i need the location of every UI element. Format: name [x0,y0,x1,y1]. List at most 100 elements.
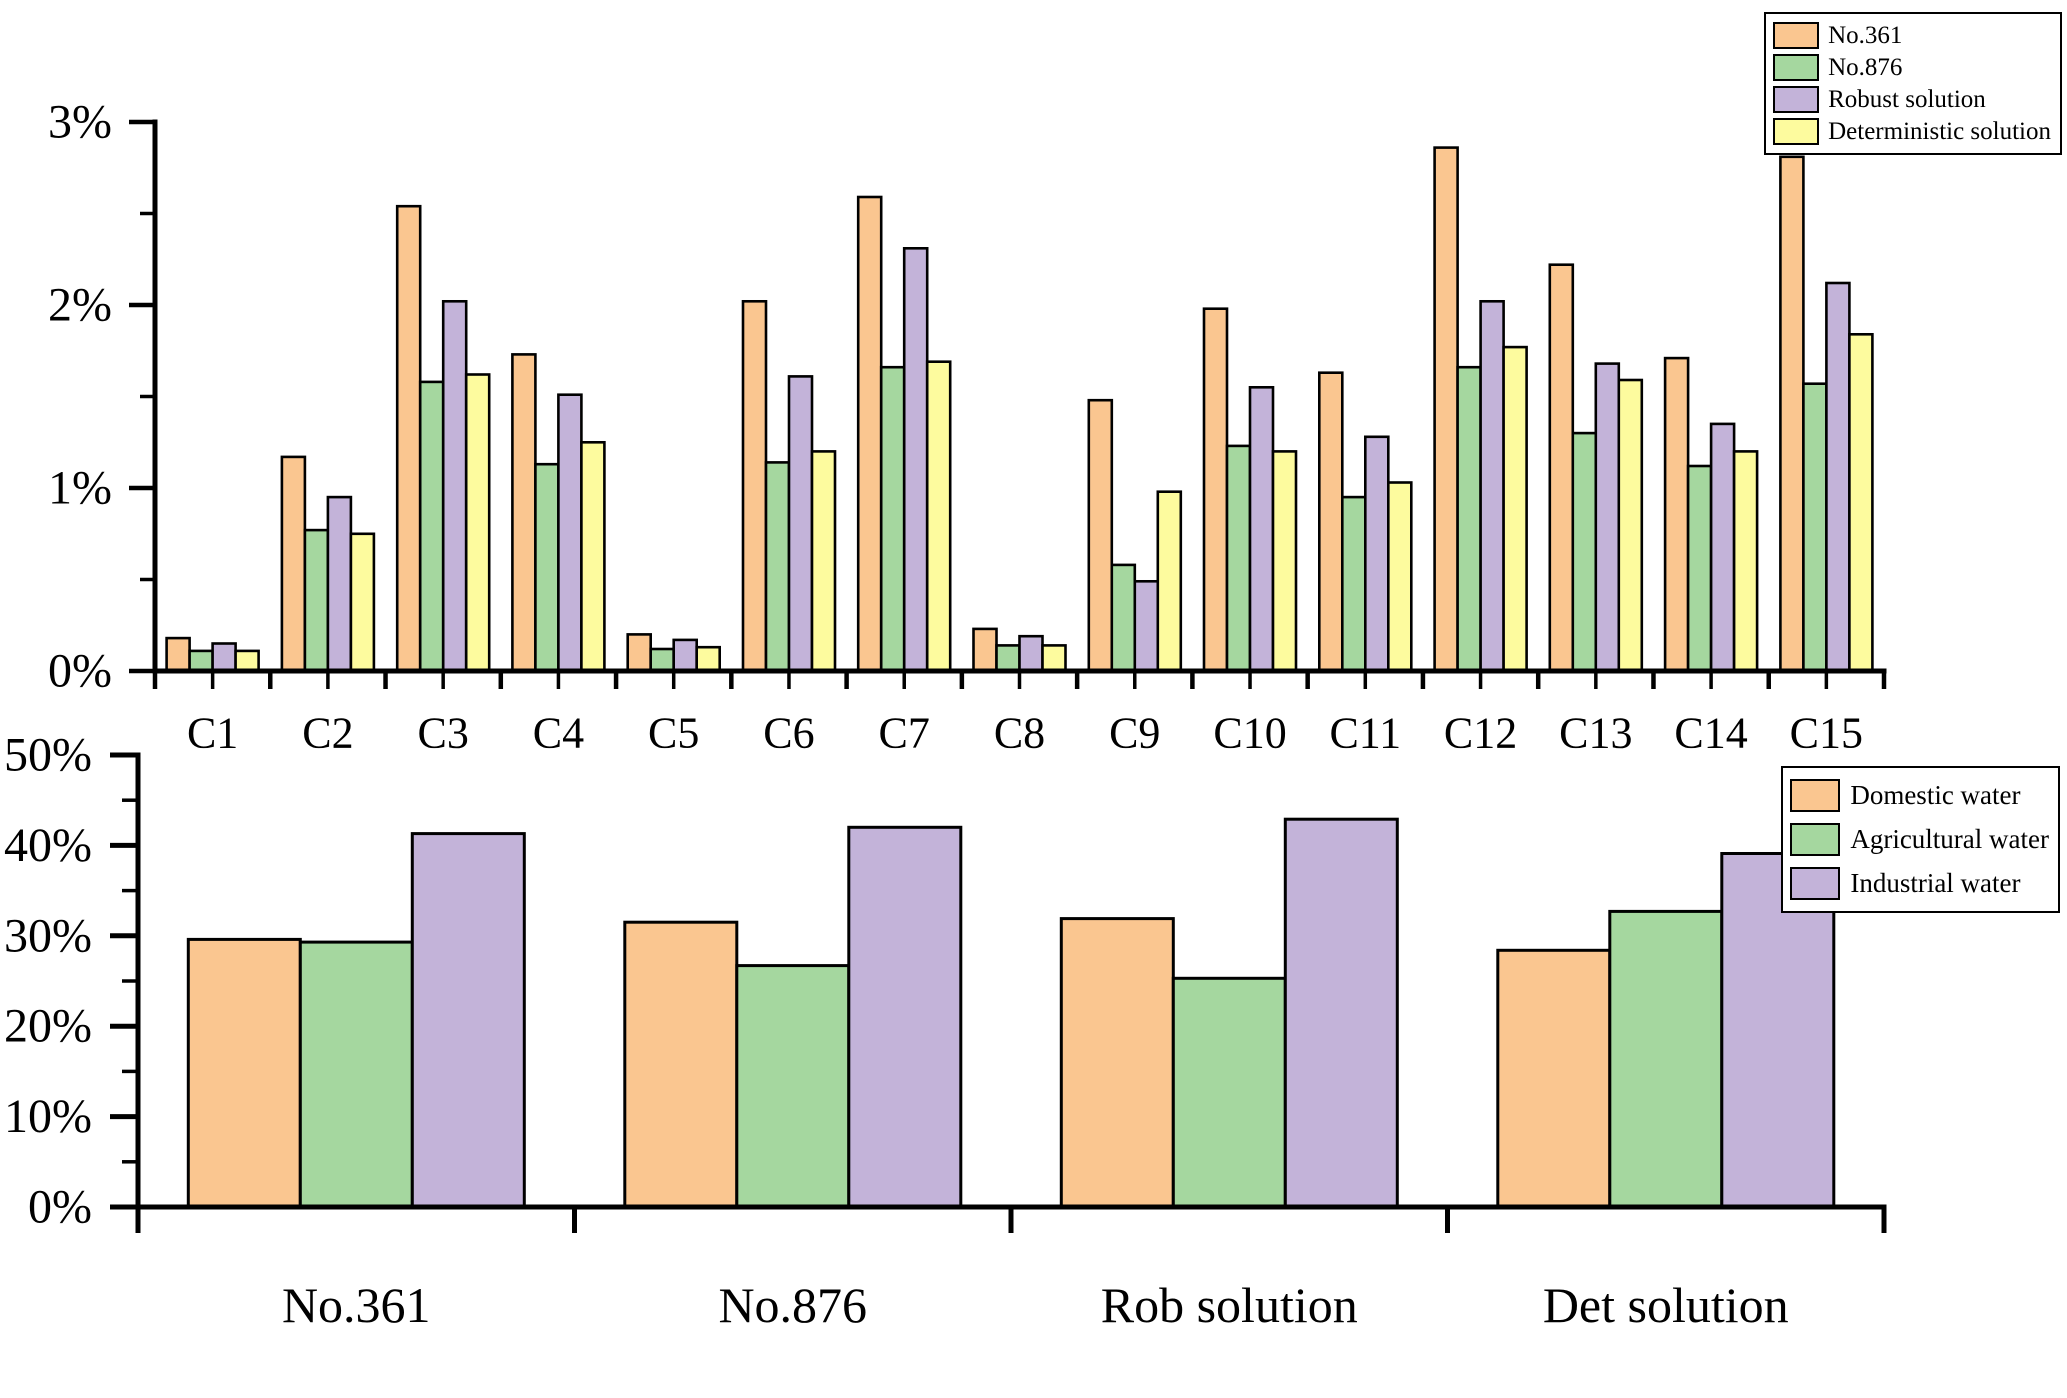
y-tick-label: 50% [4,729,92,782]
legend-row: Agricultural water [1790,817,2049,861]
x-category-label: C11 [1329,709,1401,758]
bar-deterministic-solution-c1 [234,649,260,673]
x-category-label: C1 [187,709,238,758]
legend-row: Industrial water [1790,861,2049,905]
legend-row: No.876 [1773,51,2051,83]
bar-deterministic-solution-c6 [810,450,837,673]
bar-no-361-c9 [1087,398,1114,673]
legend-swatch-icon [1790,822,1841,856]
bar-no-361-c11 [1318,371,1344,673]
x-category-label: C3 [417,709,468,758]
bar-robust-solution-c1 [211,642,237,673]
bar-deterministic-solution-c4 [580,440,606,673]
bar-no-361-c13 [1548,263,1575,673]
x-category-label: No.876 [718,1277,867,1333]
bar-no-361-c8 [972,627,998,673]
bar-deterministic-solution-c9 [1156,490,1183,673]
bar-deterministic-solution-c5 [695,645,722,673]
bar-no-876-c3 [418,380,445,673]
bar-robust-solution-c12 [1479,299,1505,673]
bar-no-876-c8 [995,644,1021,673]
x-category-label: C5 [648,709,699,758]
bar-no-876-c13 [1571,431,1598,673]
bar-deterministic-solution-c11 [1387,481,1413,673]
bar-deterministic-solution-c10 [1271,450,1298,673]
x-category-label: C12 [1444,709,1517,758]
bar-robust-solution-c9 [1133,579,1160,673]
x-category-label: C15 [1790,709,1863,758]
legend-swatch-icon [1773,85,1820,113]
bar-no-361-c2 [280,455,307,673]
bar-no-876-c6 [764,461,791,673]
bar-deterministic-solution-c15 [1848,332,1874,673]
bar-no-876-c7 [879,365,906,673]
legend-scenario-chart: No.361 No.876 Robust solution Deterministic… [1764,12,2062,155]
bar-deterministic-solution-c8 [1041,644,1067,673]
bar-no-361-c5 [626,633,653,673]
bar-agricultural-water-no-361 [298,940,414,1209]
bar-no-361-c3 [395,204,422,673]
bar-robust-solution-c14 [1709,422,1736,673]
legend-row: Domestic water [1790,773,2049,817]
x-category-label: C7 [879,709,930,758]
bar-deterministic-solution-c14 [1732,450,1759,673]
y-tick-label: 30% [4,909,92,962]
x-category-label: C10 [1213,709,1286,758]
bar-domestic-water-no-361 [186,937,302,1209]
bar-deterministic-solution-c7 [925,360,952,673]
legend-swatch-icon [1773,117,1820,145]
bar-no-361-c1 [165,636,191,673]
x-category-label: No.361 [282,1277,431,1333]
bar-no-361-c7 [856,195,883,673]
bar-robust-solution-c4 [557,393,583,673]
legend-swatch-icon [1773,21,1820,49]
x-category-label: C4 [533,709,584,758]
x-category-label: C6 [763,709,814,758]
y-tick-label: 20% [4,1000,92,1053]
bar-domestic-water-no-876 [623,920,739,1209]
bar-deterministic-solution-c13 [1617,378,1644,673]
bar-robust-solution-c13 [1594,362,1621,673]
bar-no-361-c6 [741,299,768,673]
bar-no-876-c9 [1110,563,1137,673]
legend-row: Deterministic solution [1773,115,2051,147]
x-category-label: Det solution [1543,1277,1789,1333]
bar-agricultural-water-no-876 [735,964,851,1209]
bar-no-876-c10 [1225,444,1252,673]
y-tick-label: 40% [4,819,92,872]
bar-robust-solution-c6 [787,375,814,673]
x-category-label: C13 [1559,709,1632,758]
x-category-label: C2 [302,709,353,758]
bar-deterministic-solution-c3 [464,373,491,673]
y-tick-label: 1% [48,462,112,515]
x-category-label: Rob solution [1101,1277,1358,1333]
bar-no-876-c14 [1686,464,1713,673]
legend-label: Deterministic solution [1828,117,2051,145]
legend-label: Agricultural water [1850,823,2049,854]
bar-deterministic-solution-c2 [349,532,376,673]
bar-robust-solution-c10 [1248,385,1275,673]
x-category-label: C8 [994,709,1045,758]
bar-no-361-c15 [1779,155,1805,673]
bar-agricultural-water-det-solution [1608,909,1724,1209]
bar-robust-solution-c3 [441,299,468,673]
legend-label: Domestic water [1850,779,2021,810]
bar-no-876-c1 [188,649,214,673]
bar-no-361-c10 [1202,307,1229,673]
legend-label: Industrial water [1850,867,2021,898]
bar-no-876-c4 [534,462,560,673]
bar-robust-solution-c11 [1364,435,1390,673]
x-category-label: C9 [1109,709,1160,758]
legend-water-use-chart: Domestic water Agricultural water Industri… [1781,766,2060,913]
legend-row: No.361 [1773,19,2051,51]
legend-swatch-icon [1790,866,1841,900]
bar-robust-solution-c5 [672,638,699,673]
y-tick-label: 0% [28,1181,92,1234]
bar-deterministic-solution-c12 [1502,345,1528,673]
legend-swatch-icon [1790,778,1841,812]
legend-label: No.876 [1828,53,1903,81]
x-category-label: C14 [1674,709,1747,758]
bar-industrial-water-no-876 [847,825,963,1209]
